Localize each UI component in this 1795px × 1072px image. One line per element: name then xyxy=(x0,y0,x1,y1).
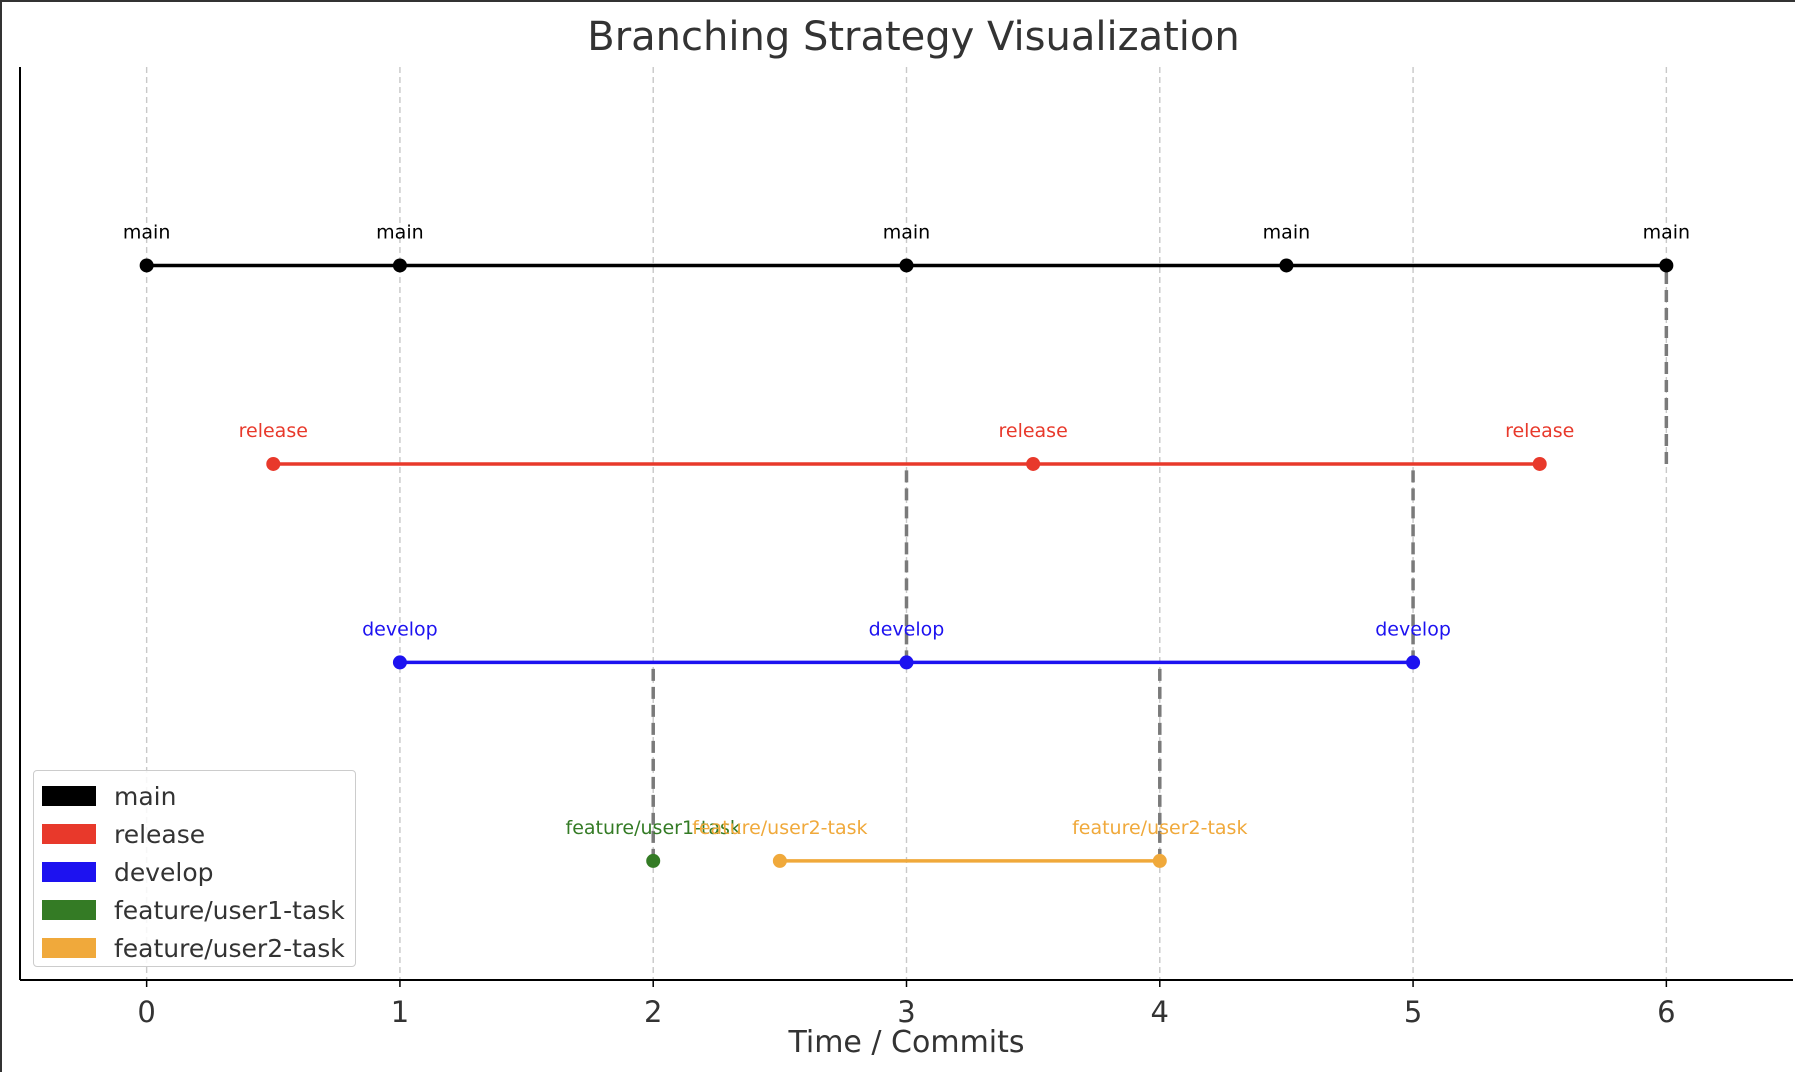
commit-point-develop xyxy=(392,655,407,670)
commit-label-release: release xyxy=(239,420,308,442)
x-tick-label: 0 xyxy=(137,995,155,1029)
legend-item-release: release xyxy=(42,815,355,853)
commit-point-main xyxy=(1279,258,1294,273)
legend-swatch xyxy=(42,786,96,806)
chart-title: Branching Strategy Visualization xyxy=(587,14,1239,60)
commit-point-main xyxy=(392,258,407,273)
commit-point-main xyxy=(139,258,154,273)
legend-swatch xyxy=(42,824,96,844)
commit-label-develop: develop xyxy=(1375,618,1451,640)
commit-label-develop: develop xyxy=(362,618,438,640)
commit-label-main: main xyxy=(376,221,423,243)
legend-item-develop: develop xyxy=(42,853,355,891)
legend-swatch xyxy=(42,900,96,920)
commit-point-feature-user2-task xyxy=(1152,853,1167,868)
commit-point-main xyxy=(899,258,914,273)
x-tick-label: 6 xyxy=(1657,995,1675,1029)
legend-label: release xyxy=(114,819,206,849)
commit-label-develop: develop xyxy=(869,618,945,640)
commit-label-feature-user1-task: feature/user1-task xyxy=(566,817,741,839)
commit-label-main: main xyxy=(1263,221,1310,243)
commit-label-main: main xyxy=(883,221,930,243)
legend-label: develop xyxy=(114,857,214,887)
x-tick-label: 2 xyxy=(644,995,662,1029)
commit-point-develop xyxy=(1406,655,1421,670)
commit-label-release: release xyxy=(998,420,1067,442)
legend-item-main: main xyxy=(42,777,355,815)
legend-swatch xyxy=(42,938,96,958)
legend-swatch xyxy=(42,862,96,882)
legend-item-feature-user1: feature/user1-task xyxy=(42,891,355,929)
commit-label-main: main xyxy=(1643,221,1690,243)
commit-point-feature-user1-task xyxy=(646,853,661,868)
x-tick-label: 5 xyxy=(1404,995,1422,1029)
commit-point-feature-user2-task xyxy=(772,853,787,868)
legend-label: main xyxy=(114,781,177,811)
commit-point-develop xyxy=(899,655,914,670)
legend-item-feature-user2: feature/user2-task xyxy=(42,929,355,967)
x-tick-label: 4 xyxy=(1151,995,1169,1029)
x-axis-label: Time / Commits xyxy=(787,1025,1024,1060)
commit-label-main: main xyxy=(123,221,170,243)
x-tick-label: 3 xyxy=(897,995,915,1029)
commit-label-release: release xyxy=(1505,420,1574,442)
commit-point-release xyxy=(1026,456,1041,471)
commit-point-release xyxy=(266,456,281,471)
commit-label-feature-user2-task: feature/user2-task xyxy=(692,817,867,839)
legend: main release develop feature/user1-task … xyxy=(33,770,356,967)
legend-label: feature/user2-task xyxy=(114,933,345,963)
x-tick-label: 1 xyxy=(391,995,409,1029)
commit-point-main xyxy=(1659,258,1674,273)
commit-point-release xyxy=(1532,456,1547,471)
legend-label: feature/user1-task xyxy=(114,895,345,925)
commit-label-feature-user2-task: feature/user2-task xyxy=(1072,817,1247,839)
